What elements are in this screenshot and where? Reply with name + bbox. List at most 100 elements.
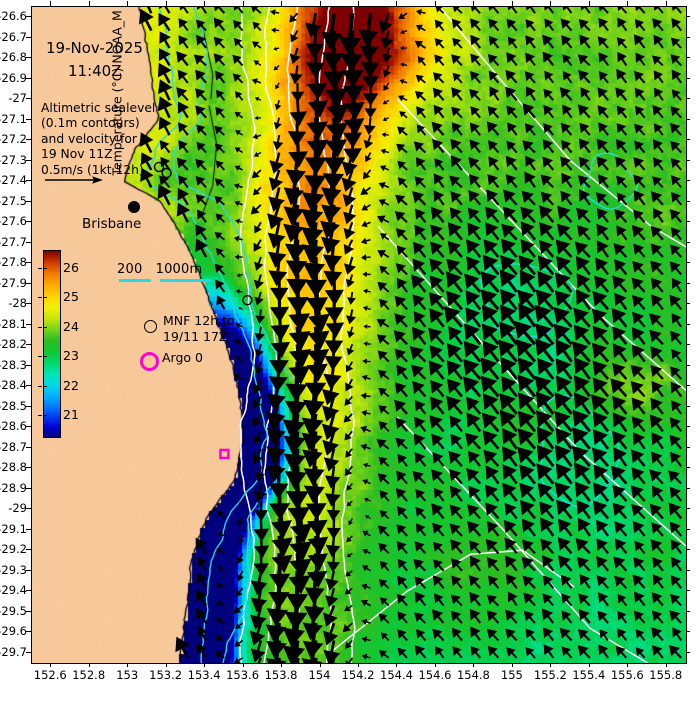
velocity-arrow-shaft: [490, 264, 500, 276]
velocity-arrow-shaft: [529, 179, 536, 189]
velocity-arrow-shaft: [474, 94, 481, 101]
velocity-arrow-head: [536, 410, 553, 428]
velocity-arrow-head: [195, 69, 206, 81]
sealevel-contour: [238, 7, 256, 663]
velocity-arrow-shaft: [402, 165, 408, 171]
velocity-arrow-head: [517, 410, 535, 428]
velocity-arrow-shaft: [145, 161, 153, 171]
velocity-arrow-shaft: [182, 212, 189, 223]
y-tick-mark: [26, 610, 31, 612]
velocity-arrow-head: [554, 444, 572, 462]
velocity-arrow-head: [378, 421, 388, 431]
velocity-arrow-shaft: [313, 553, 319, 572]
velocity-arrow-shaft: [511, 111, 518, 119]
map-plot-area[interactable]: 19-Nov-2025 11:40Z Altimetric sealevel (0.…: [31, 6, 687, 664]
velocity-arrow-head: [544, 70, 554, 81]
velocity-arrow-shaft: [219, 147, 225, 154]
mnf-track-marker[interactable]: [161, 167, 172, 179]
velocity-arrow-shaft: [383, 530, 390, 537]
velocity-arrow-head: [253, 491, 267, 503]
velocity-arrow-head: [524, 171, 536, 184]
velocity-arrow-head: [233, 235, 240, 242]
velocity-arrow-shaft: [401, 424, 408, 433]
velocity-arrow-shaft: [181, 93, 189, 101]
velocity-arrow-head: [398, 12, 406, 19]
velocity-arrow-shaft: [492, 599, 500, 607]
velocity-arrow-shaft: [310, 413, 318, 435]
velocity-arrow-head: [416, 9, 422, 16]
argo-float-marker[interactable]: [219, 448, 230, 460]
velocity-arrow-shaft: [637, 284, 646, 293]
velocity-arrow-shaft: [583, 616, 591, 624]
velocity-arrow-shaft: [510, 510, 518, 520]
velocity-arrow-shaft: [331, 466, 336, 477]
velocity-arrow-head: [576, 207, 589, 221]
velocity-arrow-shaft: [473, 214, 482, 223]
velocity-arrow-head: [653, 34, 664, 46]
mnf-track-marker[interactable]: [242, 295, 253, 306]
y-tick-mark: [685, 159, 690, 161]
velocity-arrow-head: [617, 594, 627, 604]
velocity-arrow-shaft: [675, 111, 682, 119]
colorbar-tick-label: 22: [63, 377, 79, 393]
velocity-arrow-shaft: [365, 238, 371, 242]
velocity-arrow-head: [214, 263, 224, 273]
bathymetry-200m-line: [119, 279, 151, 282]
y-tick-mark: [26, 364, 31, 366]
velocity-arrow-shaft: [584, 93, 591, 101]
velocity-arrow-shaft: [401, 512, 408, 520]
velocity-arrow-shaft: [547, 163, 555, 171]
velocity-arrow-shaft: [456, 634, 463, 642]
velocity-arrow-shaft: [493, 163, 500, 171]
velocity-arrow-head: [487, 645, 498, 657]
timestamp-line: 11:40Z: [68, 62, 122, 80]
x-tick-mark: [588, 662, 590, 667]
velocity-arrow-shaft: [256, 26, 262, 32]
velocity-arrow-shaft: [438, 164, 445, 171]
velocity-arrow-head: [671, 18, 681, 29]
velocity-arrow-head: [615, 87, 626, 99]
velocity-arrow-head: [347, 297, 356, 305]
velocity-arrow-head: [543, 88, 553, 99]
velocity-arrow-head: [617, 17, 627, 28]
mnf-track-marker[interactable]: [153, 161, 165, 173]
velocity-arrow-head: [486, 189, 499, 203]
velocity-arrow-head: [344, 432, 352, 441]
velocity-arrow-head: [517, 374, 535, 392]
velocity-arrow-shaft: [456, 128, 463, 136]
velocity-arrow-shaft: [639, 598, 646, 607]
velocity-arrow-shaft: [621, 7, 628, 14]
velocity-arrow-shaft: [385, 99, 390, 103]
velocity-arrow-shaft: [274, 640, 281, 660]
y-tick-mark: [26, 631, 31, 633]
velocity-arrow-shaft: [277, 535, 284, 557]
velocity-arrow-shaft: [544, 473, 555, 485]
velocity-arrow-head: [396, 364, 408, 377]
velocity-arrow-head: [435, 7, 443, 13]
velocity-arrow-head: [273, 65, 279, 71]
velocity-arrow-shaft: [656, 284, 664, 293]
velocity-arrow-shaft: [401, 494, 408, 502]
velocity-arrow-shaft: [602, 93, 609, 101]
velocity-arrow-head: [544, 7, 550, 11]
x-tick-mark: [127, 662, 129, 667]
velocity-arrow-head: [380, 148, 386, 155]
velocity-arrow-head: [556, 499, 571, 516]
velocity-arrow-head: [654, 87, 664, 98]
velocity-arrow-shaft: [528, 563, 536, 572]
velocity-arrow-head: [346, 553, 352, 558]
velocity-arrow-head: [325, 578, 339, 591]
velocity-arrow-shaft: [455, 198, 463, 206]
velocity-arrow-shaft: [599, 300, 610, 311]
velocity-arrow-head: [347, 330, 355, 339]
velocity-arrow-head: [653, 7, 660, 11]
velocity-arrow-head: [378, 199, 386, 207]
velocity-arrow-head: [596, 208, 608, 220]
velocity-arrow-shaft: [600, 335, 610, 346]
velocity-arrow-shaft: [489, 315, 500, 328]
velocity-arrow-shaft: [401, 147, 408, 154]
velocity-arrow-shaft: [507, 403, 518, 415]
velocity-arrow-head: [195, 224, 207, 237]
velocity-arrow-head: [522, 539, 534, 552]
velocity-arrow-shaft: [454, 387, 463, 398]
